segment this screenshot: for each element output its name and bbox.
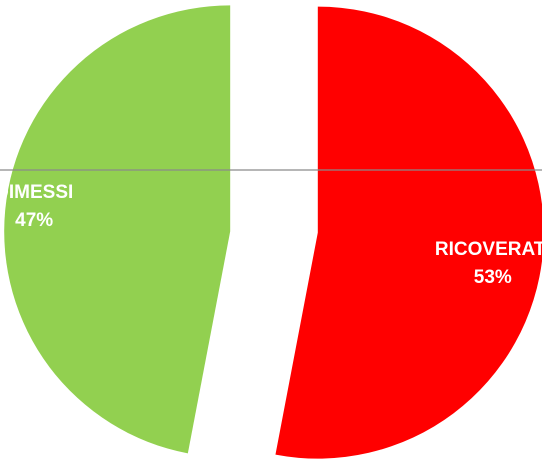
slices-layer [4,5,542,459]
slice-label-ricoverati: RICOVERATI [435,239,542,260]
pie-slice-ricoverati [275,6,542,459]
slice-percent-dimessi: 47% [15,210,53,231]
slice-label-dimessi: DIMESSI [0,182,73,203]
slice-percent-ricoverati: 53% [474,267,512,288]
pie-slice-dimessi [4,5,231,454]
labels-layer: RICOVERATI 53% DIMESSI 47% [0,182,542,288]
